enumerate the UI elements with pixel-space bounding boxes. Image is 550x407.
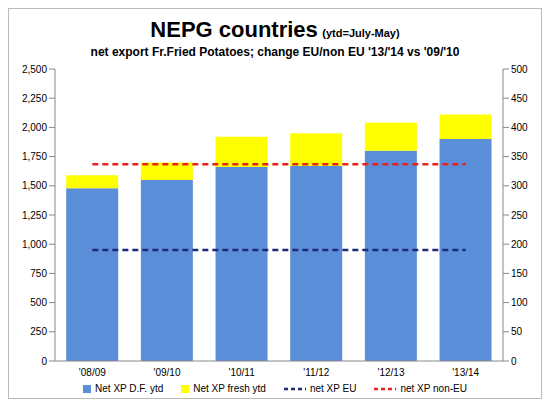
svg-text:50: 50 [511,326,523,337]
html-text:Net XP fresh ytd: Net XP fresh ytd [193,383,266,394]
html-text:net XP EU: net XP EU [309,383,357,394]
svg-text:500: 500 [511,64,528,75]
svg-text:300: 300 [511,180,528,191]
svg-text:2,250: 2,250 [22,93,47,104]
svg-text:'11/12: '11/12 [303,367,330,378]
svg-text:250: 250 [30,326,47,337]
svg-text:1,750: 1,750 [22,151,47,162]
svg-text:0: 0 [511,356,517,367]
svg-text:2,000: 2,000 [22,122,47,133]
svg-text:'10/11: '10/11 [229,367,256,378]
html-text:(ytd=July-May): (ytd=July-May) [322,27,400,39]
svg-text:2,500: 2,500 [22,64,47,75]
html-text:net export Fr.Fried Potatoes;: net export Fr.Fried Potatoes; change EU/… [90,45,460,59]
svg-text:350: 350 [511,151,528,162]
svg-text:750: 750 [30,268,47,279]
html-text:Net XP D.F. ytd: Net XP D.F. ytd [95,383,164,394]
html-text:net XP non-EU: net XP non-EU [400,383,467,394]
svg-text:'12/13: '12/13 [378,367,405,378]
svg-text:450: 450 [511,93,528,104]
svg-text:200: 200 [511,239,528,250]
svg-text:1,000: 1,000 [22,239,47,250]
svg-text:'13/14: '13/14 [452,367,479,378]
svg-text:250: 250 [511,210,528,221]
svg-text:1,500: 1,500 [22,180,47,191]
svg-text:500: 500 [30,297,47,308]
svg-text:1,250: 1,250 [22,210,47,221]
html-text:NEPG countries: NEPG countries [150,17,318,42]
svg-text:400: 400 [511,122,528,133]
svg-text:'08/09: '08/09 [79,367,106,378]
svg-text:100: 100 [511,297,528,308]
svg-text:150: 150 [511,268,528,279]
svg-text:'09/10: '09/10 [154,367,181,378]
svg-text:0: 0 [41,356,47,367]
